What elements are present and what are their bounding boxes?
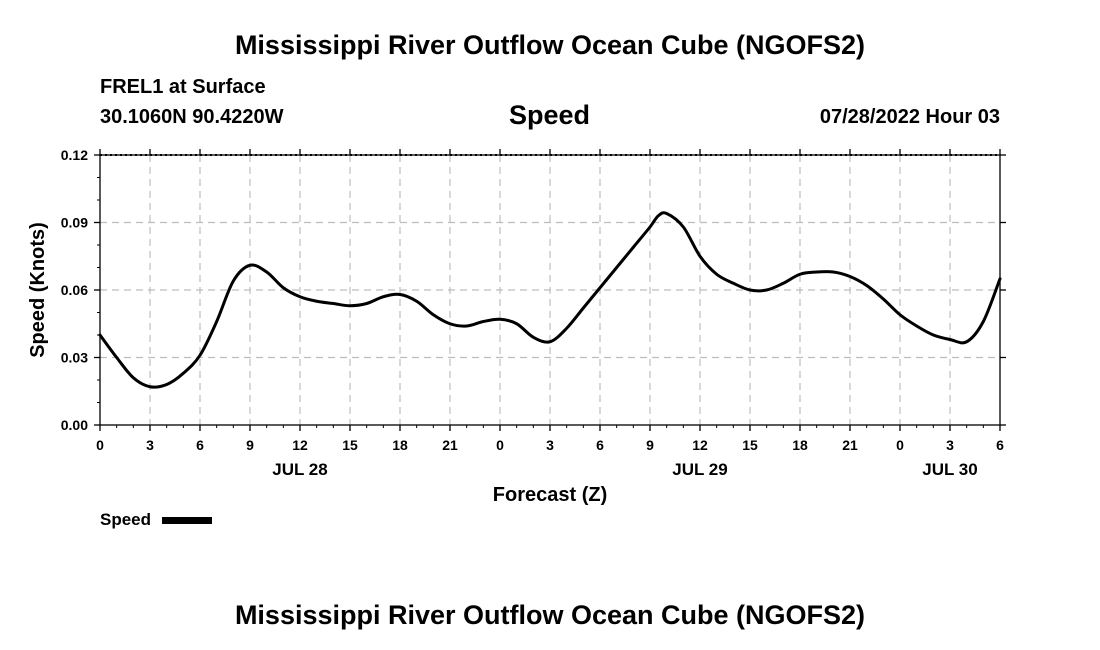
legend-swatch <box>162 517 212 524</box>
main-title: Mississippi River Outflow Ocean Cube (NG… <box>234 30 866 60</box>
x-tick-label: 18 <box>792 437 808 453</box>
x-tick-label: 3 <box>946 437 954 453</box>
x-tick-label: 3 <box>146 437 154 453</box>
y-tick-label: 0.03 <box>61 350 88 366</box>
legend-label: Speed <box>100 510 151 529</box>
x-tick-label: 15 <box>342 437 358 453</box>
x-tick-label: 15 <box>742 437 758 453</box>
date-label: JUL 28 <box>272 460 327 479</box>
x-tick-label: 9 <box>246 437 254 453</box>
y-tick-label: 0.09 <box>61 215 88 231</box>
x-tick-label: 6 <box>196 437 204 453</box>
x-tick-label: 0 <box>96 437 104 453</box>
y-tick-label: 0.12 <box>61 147 88 163</box>
x-axis-label: Forecast (Z) <box>493 484 607 506</box>
chart-axes: 0.00 0.03 0.06 0.09 0.12 0 3 6 9 12 15 18 21 0 3 6 9 12 15… <box>61 147 1006 479</box>
x-tick-label: 21 <box>842 437 858 453</box>
x-tick-label: 12 <box>292 437 308 453</box>
footer-title: Mississippi River Outflow Ocean Cube (NG… <box>234 600 866 630</box>
x-tick-label: 12 <box>692 437 708 453</box>
date-label: JUL 29 <box>672 460 727 479</box>
speed-series-line <box>98 211 1002 389</box>
x-tick-label: 6 <box>996 437 1004 453</box>
station-label: FREL1 at Surface <box>100 76 266 98</box>
x-tick-label: 0 <box>496 437 504 453</box>
speed-chart: 0.00 0.03 0.06 0.09 0.12 0 3 6 9 12 15 18 21 0 3 6 9 12 15… <box>27 147 1006 529</box>
y-tick-label: 0.06 <box>61 282 88 298</box>
date-label: JUL 30 <box>922 460 977 479</box>
x-tick-label: 18 <box>392 437 408 453</box>
x-tick-label: 9 <box>646 437 654 453</box>
x-tick-label: 21 <box>442 437 458 453</box>
station-coordinates: 30.1060N 90.4220W <box>100 106 284 128</box>
y-tick-label: 0.00 <box>61 417 88 433</box>
x-tick-label: 3 <box>546 437 554 453</box>
chart-grid <box>100 155 1000 425</box>
y-axis-label: Speed (Knots) <box>27 222 49 358</box>
x-tick-label: 0 <box>896 437 904 453</box>
x-tick-label: 6 <box>596 437 604 453</box>
forecast-timestamp: 07/28/2022 Hour 03 <box>819 106 1000 128</box>
chart-title: Speed <box>509 100 591 130</box>
